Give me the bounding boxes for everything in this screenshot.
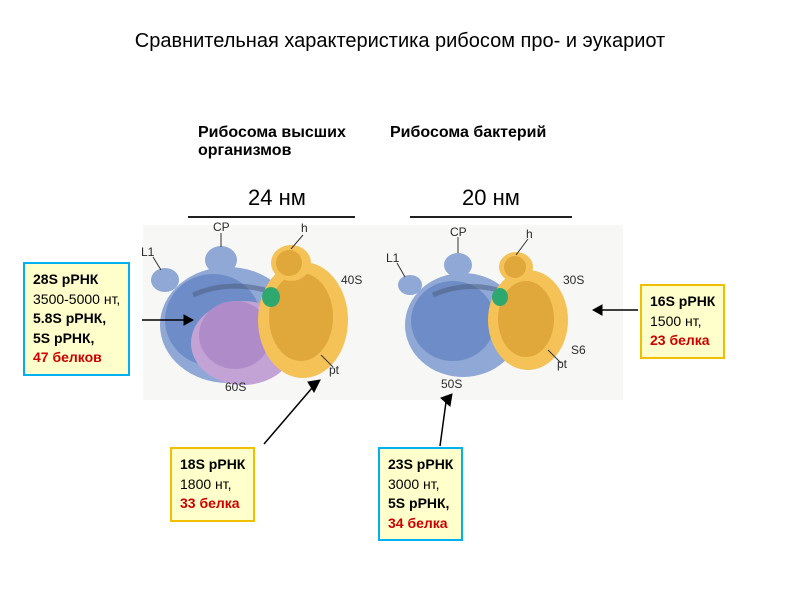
eu-40s-shape bbox=[258, 245, 348, 378]
size-prokaryote: 20 нм bbox=[462, 185, 520, 211]
box-euk-small: 18S рРНК 1800 нт, 33 белка bbox=[170, 447, 255, 522]
arrow-euk-large bbox=[140, 312, 195, 328]
prok-small-l2: 1500 нт, bbox=[650, 312, 715, 332]
prok-large-l2: 3000 нт, bbox=[388, 475, 453, 495]
label-eu-cp: CP bbox=[213, 220, 230, 234]
label-pr-l1: L1 bbox=[386, 251, 399, 265]
label-pr-s6: S6 bbox=[571, 343, 586, 357]
box-euk-large: 28S рРНК 3500-5000 нт, 5.8S рРНК, 5S рРН… bbox=[23, 262, 130, 376]
slide-title: Сравнительная характеристика рибосом про… bbox=[0, 30, 800, 53]
euk-large-l1: 28S рРНК bbox=[33, 270, 120, 290]
euk-large-l2: 3500-5000 нт, bbox=[33, 290, 120, 310]
prok-large-l4: 34 белка bbox=[388, 514, 453, 534]
subheader-prokaryote: Рибосома бактерий bbox=[390, 124, 546, 142]
underline-eu bbox=[188, 215, 355, 219]
euk-large-l4: 5S рРНК, bbox=[33, 329, 120, 349]
label-pr-cp: CP bbox=[450, 225, 467, 239]
ribosome-figure: CP L1 h 40S pt 60S CP L1 h 30S pt 50S S6 bbox=[143, 225, 623, 400]
euk-small-l3: 33 белка bbox=[180, 494, 245, 514]
size-eukaryote: 24 нм bbox=[248, 185, 306, 211]
label-pr-30s: 30S bbox=[563, 273, 584, 287]
label-pr-h: h bbox=[526, 227, 533, 241]
arrow-prok-small bbox=[592, 302, 642, 318]
euk-small-l2: 1800 нт, bbox=[180, 475, 245, 495]
euk-large-l5: 47 белков bbox=[33, 348, 120, 368]
prok-small-l3: 23 белка bbox=[650, 331, 715, 351]
label-pr-pt: pt bbox=[557, 357, 567, 371]
prok-large-l1: 23S рРНК bbox=[388, 455, 453, 475]
label-eu-h: h bbox=[301, 221, 308, 235]
arrow-prok-large bbox=[432, 392, 456, 450]
label-eu-pt: pt bbox=[329, 363, 339, 377]
arrow-euk-small bbox=[252, 378, 327, 450]
prok-small-l1: 16S рРНК bbox=[650, 292, 715, 312]
box-prok-small: 16S рРНК 1500 нт, 23 белка bbox=[640, 284, 725, 359]
slide-root: Сравнительная характеристика рибосом про… bbox=[0, 0, 800, 600]
box-prok-large: 23S рРНК 3000 нт, 5S рРНК, 34 белка bbox=[378, 447, 463, 541]
ribosome-svg bbox=[143, 225, 623, 400]
euk-small-l1: 18S рРНК bbox=[180, 455, 245, 475]
label-pr-50s: 50S bbox=[441, 377, 462, 391]
subheader-eukaryote: Рибосома высших организмов bbox=[198, 124, 378, 160]
pr-30s-shape bbox=[488, 252, 568, 370]
label-eu-60s: 60S bbox=[225, 380, 246, 394]
prok-large-l3: 5S рРНК, bbox=[388, 494, 453, 514]
label-eu-l1: L1 bbox=[141, 245, 154, 259]
label-eu-40s: 40S bbox=[341, 273, 362, 287]
underline-pr bbox=[410, 215, 572, 219]
euk-large-l3: 5.8S рРНК, bbox=[33, 309, 120, 329]
